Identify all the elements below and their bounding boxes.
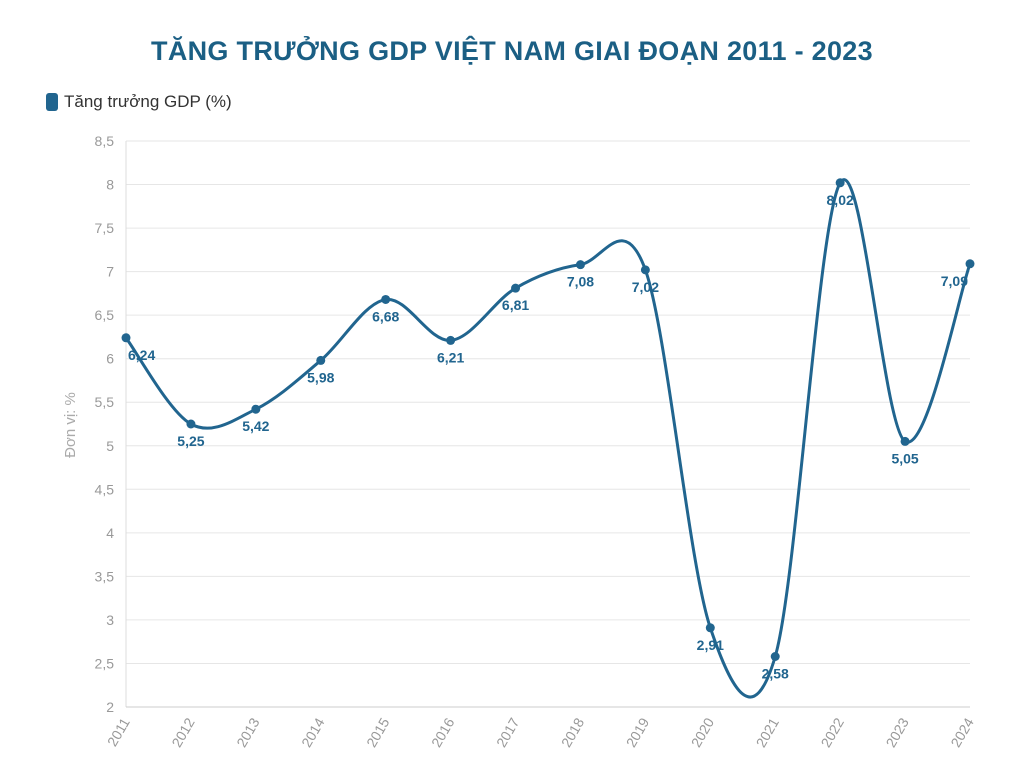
data-label: 7,02 — [632, 279, 659, 295]
data-point[interactable] — [446, 335, 456, 345]
data-label: 5,05 — [891, 450, 918, 466]
data-point[interactable] — [316, 355, 326, 365]
data-point[interactable] — [705, 623, 715, 633]
data-point[interactable] — [835, 178, 845, 188]
data-label: 2,58 — [762, 665, 789, 681]
y-tick-label: 6,5 — [95, 307, 115, 323]
data-label: 6,24 — [128, 347, 155, 363]
y-tick-label: 3 — [106, 612, 114, 628]
data-label: 2,91 — [697, 637, 724, 653]
y-tick-label: 4 — [106, 525, 114, 541]
data-label: 7,09 — [941, 273, 968, 289]
y-tick-label: 8,5 — [95, 133, 115, 149]
data-point[interactable] — [186, 419, 196, 429]
x-tick-label: 2024 — [947, 715, 977, 750]
x-tick-label: 2012 — [168, 715, 198, 750]
x-tick-label: 2015 — [363, 715, 393, 750]
data-point[interactable] — [965, 259, 975, 269]
y-tick-label: 5,5 — [95, 394, 115, 410]
data-point[interactable] — [381, 294, 391, 304]
data-label: 5,98 — [307, 369, 334, 385]
data-point[interactable] — [770, 651, 780, 661]
data-label: 6,81 — [502, 297, 529, 313]
y-tick-label: 4,5 — [95, 481, 115, 497]
legend-swatch — [46, 93, 58, 111]
x-tick-label: 2018 — [558, 715, 588, 750]
data-label: 6,68 — [372, 308, 399, 324]
x-tick-label: 2022 — [818, 715, 848, 750]
data-label: 8,02 — [827, 192, 854, 208]
y-axis-label: Đơn vị: % — [62, 392, 79, 458]
data-label: 6,21 — [437, 349, 464, 365]
series-layer: 6,24 5,25 5,42 5,98 6,68 6,21 6,81 7,08 7,02 2,91… — [121, 178, 975, 699]
x-axis: 2011 2012 2013 2014 2015 2016 2017 2018 2019 2020… — [104, 706, 977, 750]
y-tick-label: 3,5 — [95, 568, 115, 584]
data-point[interactable] — [640, 265, 650, 275]
x-tick-label: 2019 — [623, 715, 653, 750]
y-tick-label: 8 — [106, 177, 114, 193]
x-tick-label: 2017 — [493, 715, 523, 750]
x-tick-label: 2020 — [688, 715, 718, 750]
y-tick-label: 2 — [106, 699, 114, 715]
data-label: 5,42 — [242, 418, 269, 434]
x-tick-label: 2021 — [753, 715, 783, 750]
chart-title: TĂNG TRƯỞNG GDP VIỆT NAM GIAI ĐOẠN 2011 … — [151, 36, 873, 66]
y-tick-label: 7 — [106, 264, 114, 280]
series-line — [124, 178, 972, 699]
x-tick-label: 2023 — [882, 715, 912, 750]
x-tick-label: 2014 — [298, 715, 328, 750]
data-point[interactable] — [251, 404, 261, 414]
y-tick-label: 5 — [106, 438, 114, 454]
data-point[interactable] — [575, 260, 585, 270]
x-tick-label: 2011 — [104, 715, 133, 749]
data-point[interactable] — [900, 436, 910, 446]
data-label: 7,08 — [567, 274, 594, 290]
y-tick-label: 6 — [106, 351, 114, 367]
data-point[interactable] — [121, 333, 131, 343]
legend[interactable]: Tăng trưởng GDP (%) — [46, 92, 232, 112]
data-label: 5,25 — [177, 433, 204, 449]
x-tick-label: 2013 — [233, 715, 263, 750]
y-tick-label: 7,5 — [95, 220, 115, 236]
y-axis: 2 2,5 3 3,5 4 4,5 5 5,5 6 6,5 7 7,5 8 8,5 — [95, 133, 127, 715]
y-tick-label: 2,5 — [95, 655, 115, 671]
legend-label: Tăng trưởng GDP (%) — [64, 92, 232, 111]
x-tick-label: 2016 — [428, 715, 458, 750]
data-point[interactable] — [511, 283, 521, 293]
